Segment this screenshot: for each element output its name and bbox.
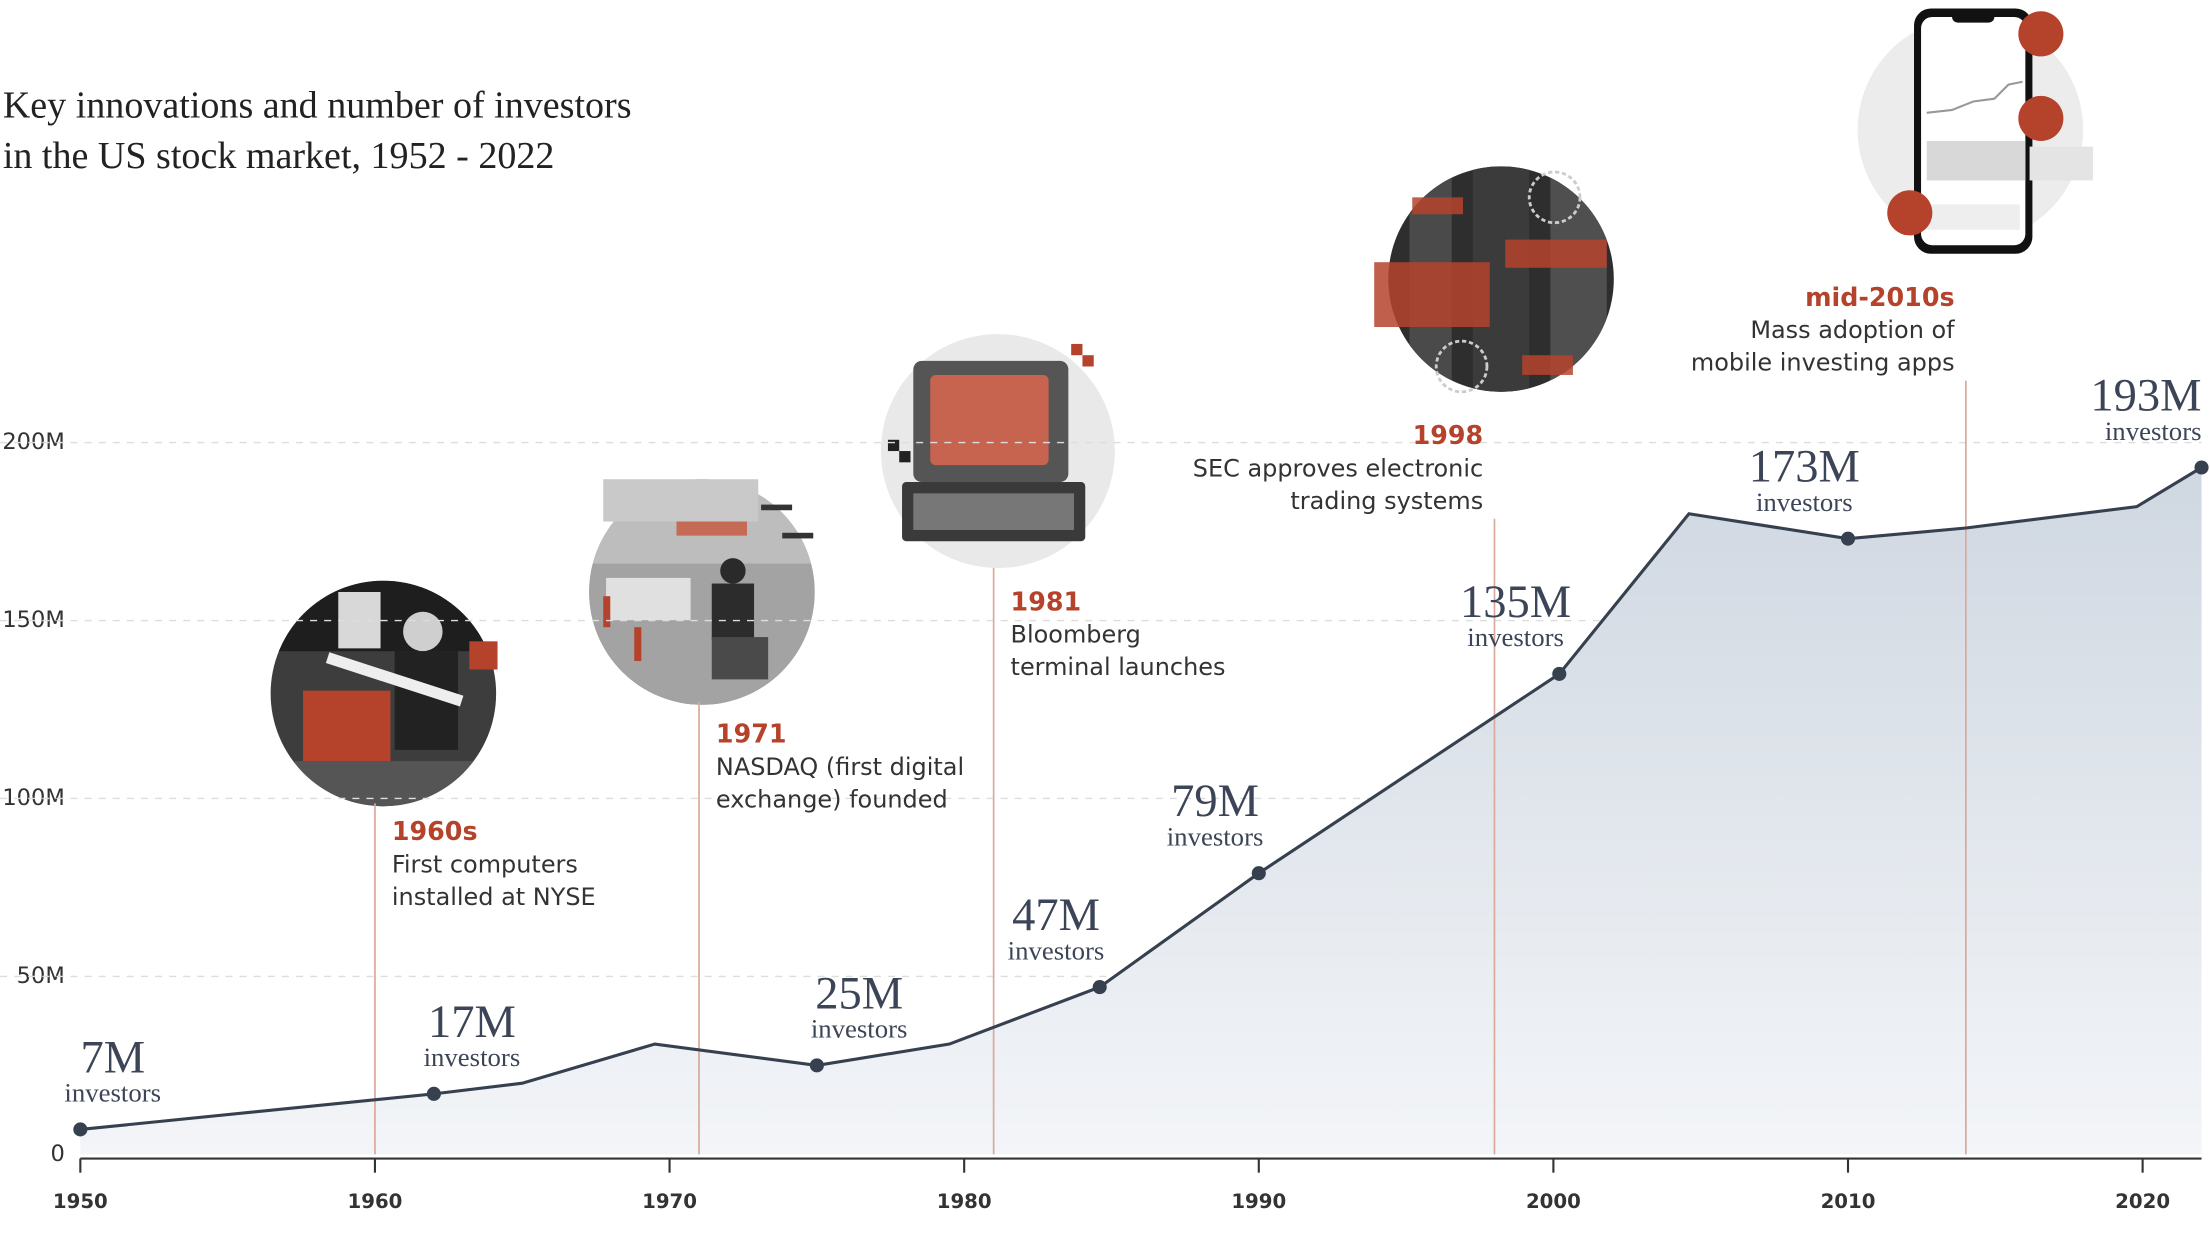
value-label: 173M bbox=[1749, 442, 1860, 493]
area bbox=[80, 467, 2202, 1155]
annotation-text: NASDAQ (first digital bbox=[716, 753, 964, 781]
annotation-text: mobile investing apps bbox=[1691, 349, 1955, 377]
marker bbox=[809, 1058, 824, 1073]
annotation-text: trading systems bbox=[1290, 487, 1483, 515]
photo-1981 bbox=[880, 334, 1115, 569]
value-label-suffix: investors bbox=[1167, 822, 1264, 852]
value-label-suffix: investors bbox=[64, 1078, 161, 1108]
marker bbox=[1092, 980, 1107, 995]
x-tick-label: 1960 bbox=[348, 1190, 403, 1213]
x-tick-label: 1970 bbox=[642, 1190, 697, 1213]
value-label-suffix: investors bbox=[1467, 622, 1564, 652]
annotation-text: exchange) founded bbox=[716, 786, 948, 814]
marker bbox=[73, 1122, 88, 1137]
annotation-text: Mass adoption of bbox=[1750, 316, 1955, 344]
photo-1998 bbox=[1374, 166, 1614, 394]
x-tick-label: 2020 bbox=[2115, 1190, 2170, 1213]
annotation-label: 1998 bbox=[1413, 420, 1484, 450]
annotation-label: 1971 bbox=[716, 719, 787, 749]
annotation-text: terminal launches bbox=[1011, 653, 1226, 681]
value-label: 79M bbox=[1171, 776, 1259, 827]
value-label-suffix: investors bbox=[1756, 487, 1853, 517]
annotation-text: installed at NYSE bbox=[392, 883, 596, 911]
line bbox=[80, 466, 2203, 1131]
photo-1971 bbox=[589, 479, 815, 705]
value-label: 25M bbox=[815, 968, 903, 1019]
x-tick-label: 1990 bbox=[1231, 1190, 1286, 1213]
x-tick-label: 2010 bbox=[1821, 1190, 1876, 1213]
annotation-text: First computers bbox=[392, 850, 578, 878]
annotation-text: Bloomberg bbox=[1011, 621, 1141, 649]
x-tick-label: 1950 bbox=[53, 1190, 108, 1213]
annotation-label: 1960s bbox=[392, 816, 478, 846]
marker bbox=[1251, 866, 1266, 881]
marker bbox=[1552, 666, 1567, 681]
annotation-text: SEC approves electronic bbox=[1193, 454, 1483, 482]
chart-title: Key innovations and number of investors bbox=[3, 84, 632, 126]
annotation-label: mid-2010s bbox=[1805, 282, 1954, 312]
value-label-suffix: investors bbox=[811, 1014, 908, 1044]
value-label-suffix: investors bbox=[2105, 416, 2202, 446]
x-tick-label: 2000 bbox=[1526, 1190, 1581, 1213]
photo-1960s bbox=[270, 580, 498, 807]
value-label-suffix: investors bbox=[424, 1042, 521, 1072]
marker bbox=[1840, 531, 1856, 546]
photo-2010s bbox=[1857, 8, 2094, 254]
chart-title: in the US stock market, 1952 - 2022 bbox=[3, 135, 555, 177]
y-tick-label: 0 bbox=[50, 1141, 64, 1167]
annotation-label: 1981 bbox=[1011, 586, 1082, 616]
value-label: 17M bbox=[428, 997, 516, 1048]
value-label: 135M bbox=[1460, 577, 1571, 628]
marker bbox=[2194, 460, 2209, 475]
value-label: 7M bbox=[80, 1032, 145, 1083]
value-label: 47M bbox=[1012, 890, 1100, 941]
value-label-suffix: investors bbox=[1008, 935, 1105, 965]
marker bbox=[426, 1086, 441, 1101]
value-label: 193M bbox=[2090, 371, 2201, 422]
x-tick-label: 1980 bbox=[937, 1190, 992, 1213]
